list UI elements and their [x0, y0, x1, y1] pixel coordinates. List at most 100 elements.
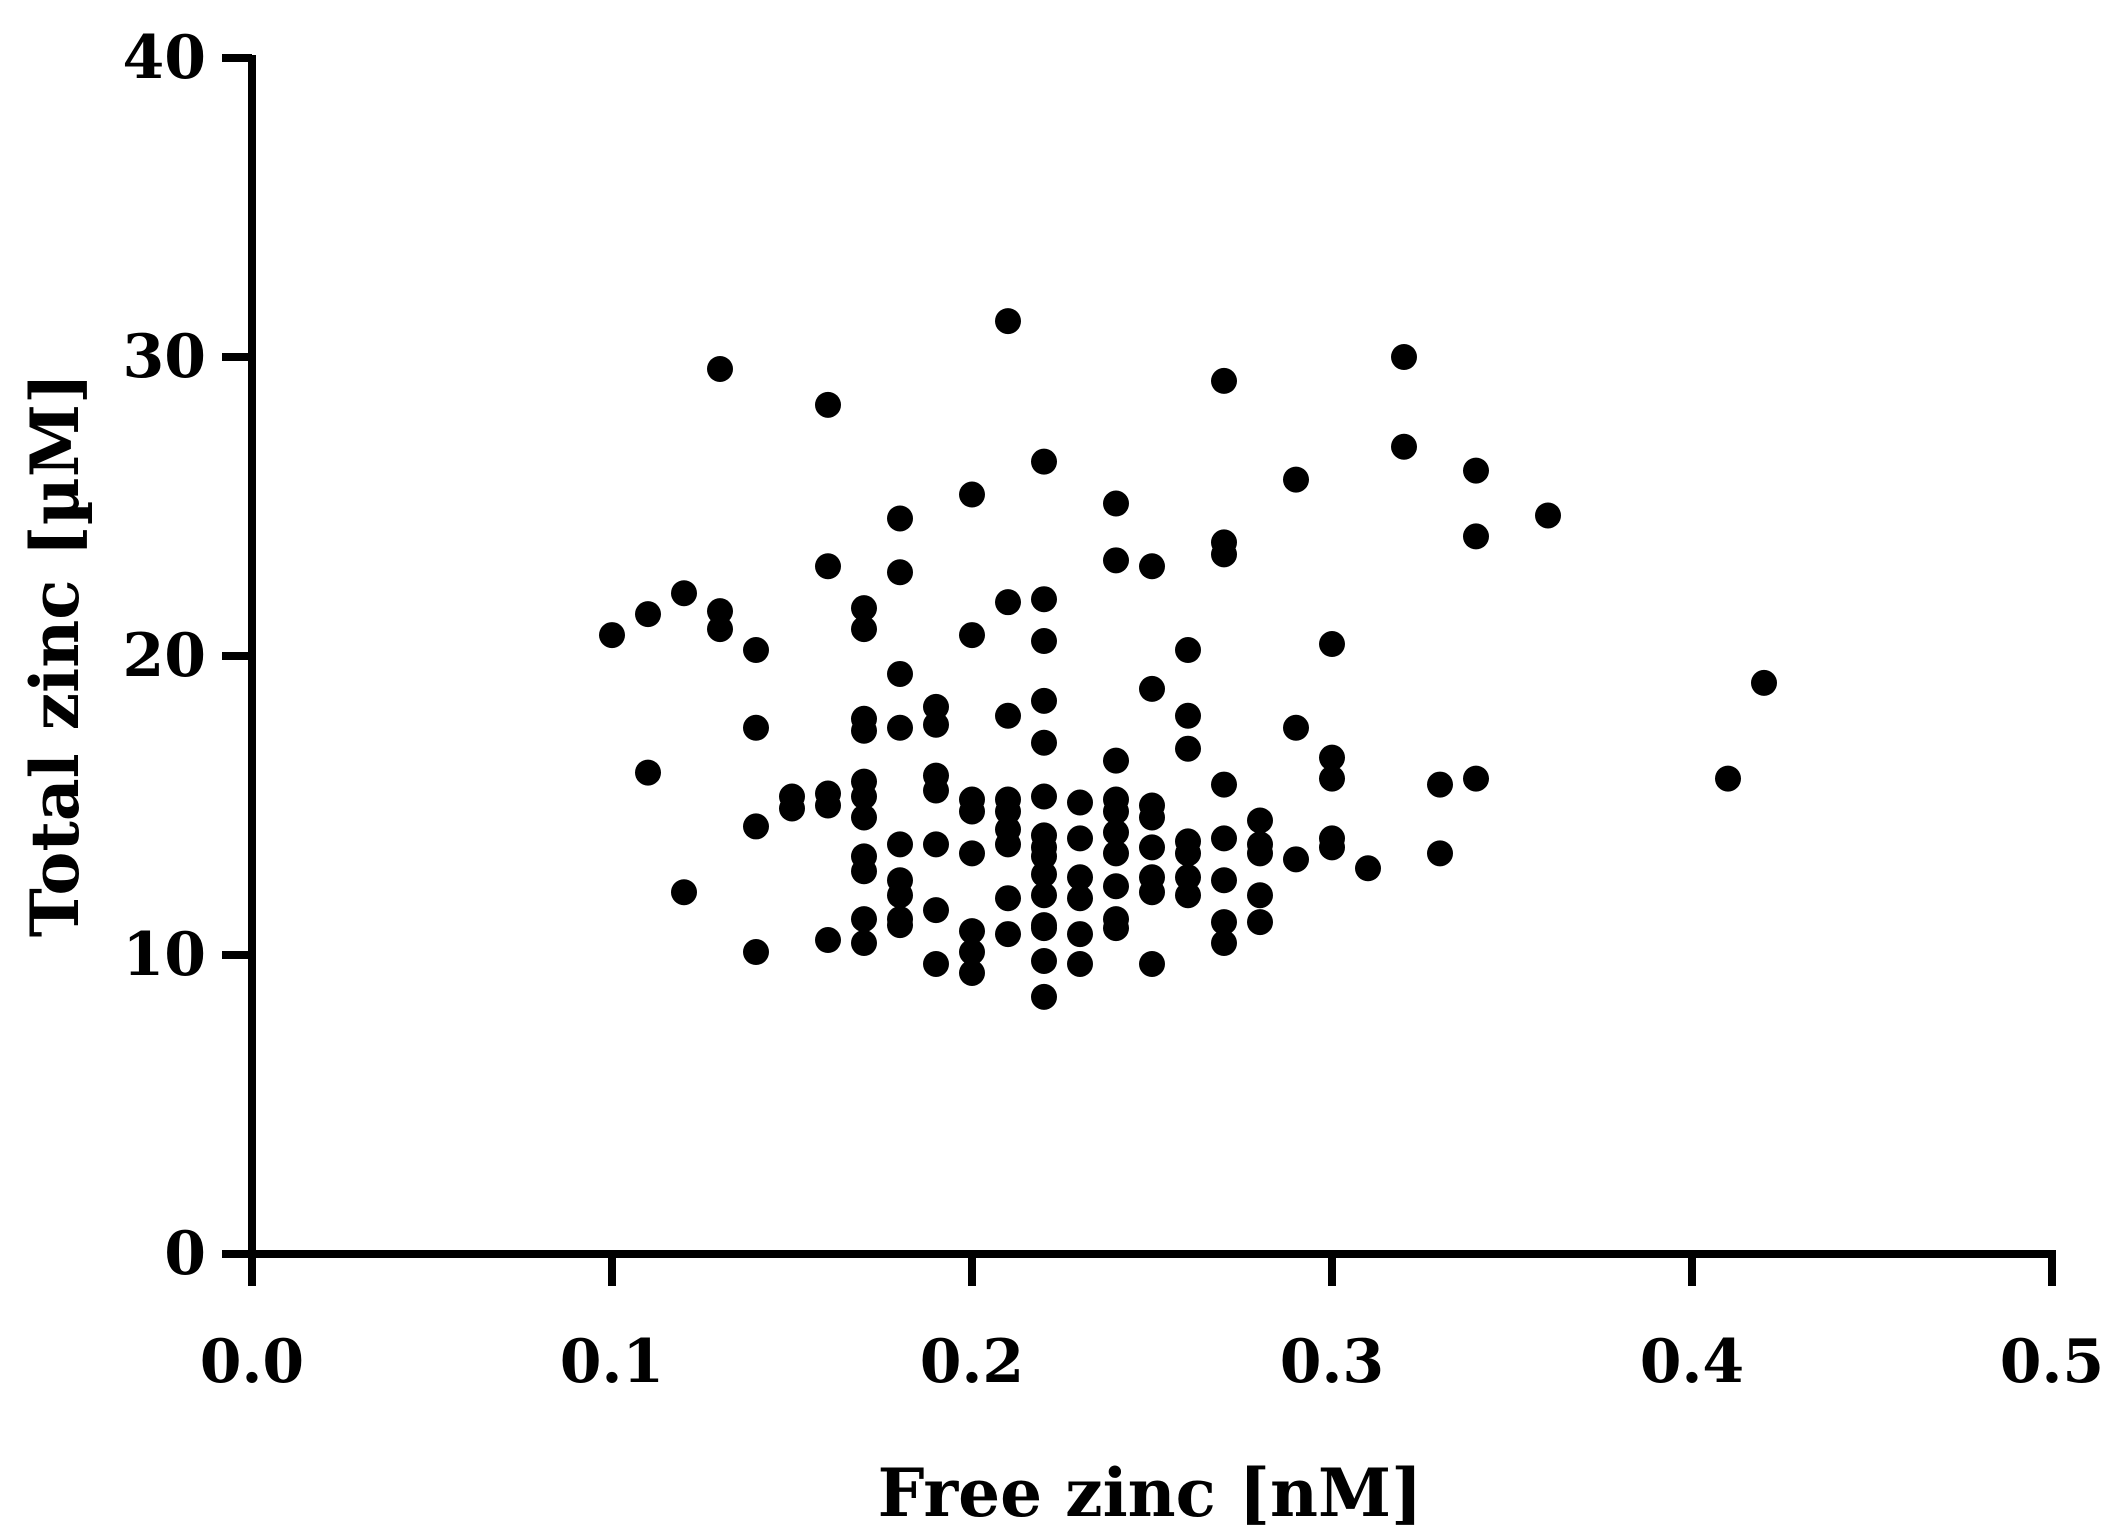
x-tick-label: 0.2	[920, 1327, 1024, 1397]
data-point	[1067, 885, 1093, 912]
data-point	[815, 391, 841, 418]
data-point	[887, 831, 913, 858]
data-point	[1031, 882, 1057, 909]
data-point	[995, 885, 1021, 912]
data-point	[851, 804, 877, 831]
y-tick-label: 20	[123, 621, 207, 691]
data-point	[1247, 909, 1273, 936]
data-point	[1175, 864, 1201, 891]
data-point	[1211, 367, 1237, 394]
data-point	[1139, 804, 1165, 831]
data-point	[887, 505, 913, 532]
x-tick-label: 0.4	[1640, 1327, 1744, 1397]
data-point	[1283, 846, 1309, 873]
data-point	[1751, 669, 1777, 696]
data-point	[995, 831, 1021, 858]
axes	[248, 55, 2056, 1258]
data-point	[635, 601, 661, 628]
x-tick-label: 0.3	[1280, 1327, 1384, 1397]
y-ticks: 0 10 20 30 40	[123, 23, 252, 1289]
data-point	[1031, 586, 1057, 613]
data-point	[1139, 834, 1165, 861]
data-point	[1211, 825, 1237, 852]
data-point	[923, 950, 949, 977]
x-ticks: 0.0 0.1 0.2 0.3 0.4 0.5	[200, 1254, 2104, 1397]
data-point	[1139, 879, 1165, 906]
data-point	[923, 711, 949, 738]
data-point	[1067, 864, 1093, 891]
data-point	[743, 813, 769, 840]
data-point	[707, 355, 733, 382]
data-point	[599, 622, 625, 649]
data-point	[959, 918, 985, 945]
data-point	[995, 921, 1021, 948]
data-point	[1031, 448, 1057, 475]
data-point	[1103, 490, 1129, 517]
data-point	[851, 906, 877, 933]
data-point	[1247, 882, 1273, 909]
data-point	[743, 714, 769, 741]
data-point	[1211, 909, 1237, 936]
data-point	[743, 637, 769, 664]
data-point	[707, 616, 733, 643]
data-point	[1175, 882, 1201, 909]
data-point	[1211, 867, 1237, 894]
data-point	[1067, 950, 1093, 977]
data-point	[1463, 523, 1489, 550]
data-point	[1283, 714, 1309, 741]
data-point	[707, 598, 733, 625]
data-point	[1031, 628, 1057, 655]
data-point	[1283, 466, 1309, 493]
data-point	[887, 714, 913, 741]
data-point	[671, 879, 697, 906]
data-point	[995, 702, 1021, 729]
data-point	[1175, 735, 1201, 762]
data-point	[1031, 861, 1057, 888]
y-tick-label: 30	[123, 322, 207, 392]
x-axis-title: Free zinc [nM]	[878, 1454, 1423, 1532]
data-point	[1535, 502, 1561, 529]
x-tick-label: 0.1	[560, 1327, 664, 1397]
data-point	[959, 939, 985, 966]
data-point	[851, 717, 877, 744]
x-tick-label: 0.5	[2000, 1327, 2104, 1397]
data-point	[1139, 950, 1165, 977]
data-point	[743, 939, 769, 966]
data-point	[1391, 344, 1417, 370]
data-points	[599, 308, 1777, 1010]
data-point	[959, 481, 985, 508]
y-tick-label: 40	[123, 23, 207, 93]
data-point	[887, 660, 913, 687]
y-tick-label: 10	[123, 920, 207, 990]
data-point	[923, 897, 949, 924]
data-point	[1355, 855, 1381, 882]
data-point	[1103, 915, 1129, 942]
data-point	[1067, 789, 1093, 816]
data-point	[1319, 834, 1345, 861]
data-point	[1139, 675, 1165, 702]
data-point	[851, 783, 877, 810]
data-point	[995, 589, 1021, 616]
data-point	[1391, 433, 1417, 460]
data-point	[1103, 547, 1129, 574]
data-point	[635, 759, 661, 786]
data-point	[1211, 541, 1237, 568]
data-point	[959, 622, 985, 649]
data-point	[995, 308, 1021, 335]
data-point	[1319, 744, 1345, 771]
data-point	[1103, 747, 1129, 774]
data-point	[1139, 553, 1165, 580]
data-point	[959, 840, 985, 867]
data-point	[1427, 771, 1453, 798]
data-point	[1463, 765, 1489, 792]
data-point	[1175, 637, 1201, 664]
data-point	[1031, 983, 1057, 1010]
data-point	[1715, 765, 1741, 792]
data-point	[1103, 873, 1129, 900]
data-point	[815, 792, 841, 819]
data-point	[851, 595, 877, 622]
data-point	[851, 858, 877, 885]
data-point	[1103, 840, 1129, 867]
data-point	[887, 912, 913, 939]
data-point	[1031, 729, 1057, 756]
